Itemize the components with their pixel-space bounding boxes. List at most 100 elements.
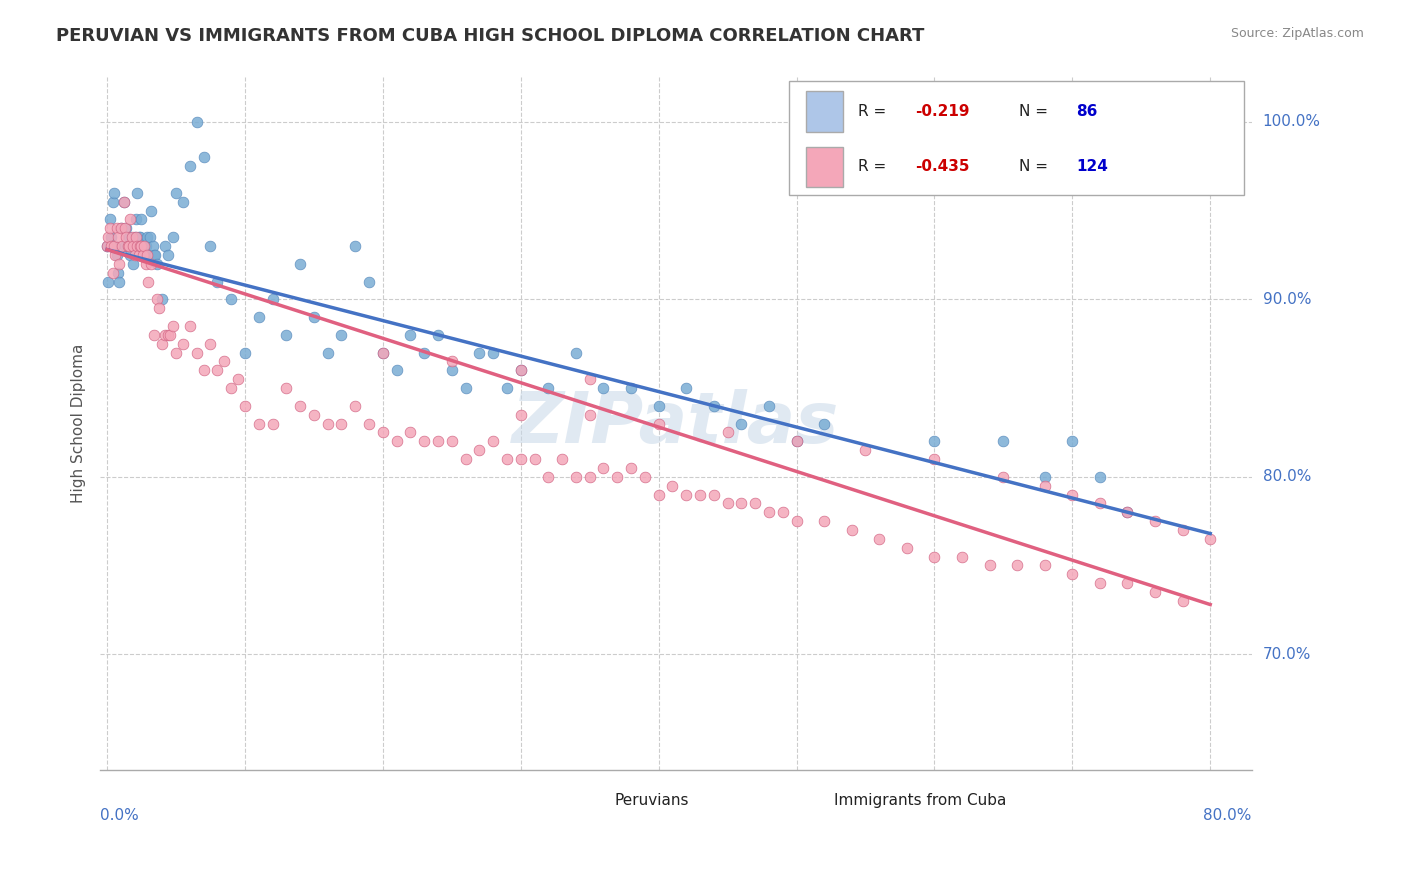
Point (153, 327, 176, 342)
Point (385, 434, 408, 449)
Point (1062, 487, 1084, 501)
Point (316, 345, 339, 359)
Point (427, 327, 450, 342)
Point (703, 399, 725, 413)
Point (1033, 558, 1056, 573)
Point (716, 425, 738, 440)
Text: R =: R = (858, 160, 891, 174)
Point (156, 327, 179, 342)
Point (105, 248, 128, 262)
Point (115, 230, 138, 244)
Point (427, 434, 450, 449)
Point (162, 230, 184, 244)
Point (141, 203, 163, 218)
Point (454, 381, 477, 395)
Point (357, 417, 380, 431)
FancyBboxPatch shape (789, 81, 1243, 195)
Point (950, 549, 973, 564)
Point (172, 336, 194, 351)
Point (647, 417, 669, 431)
Point (509, 452, 531, 467)
Point (262, 417, 284, 431)
Point (1033, 478, 1056, 492)
Point (186, 345, 208, 359)
Point (661, 478, 683, 492)
Point (1116, 505, 1139, 519)
Point (121, 230, 143, 244)
Point (1116, 505, 1139, 519)
Point (148, 301, 170, 315)
Point (440, 363, 463, 377)
Point (143, 248, 166, 262)
FancyBboxPatch shape (794, 783, 824, 817)
Point (127, 239, 149, 253)
Point (122, 257, 145, 271)
Point (105, 221, 128, 235)
Point (371, 345, 394, 359)
Point (114, 239, 136, 253)
Point (132, 248, 155, 262)
Point (1088, 496, 1111, 510)
Point (200, 239, 222, 253)
Point (247, 310, 270, 324)
Point (868, 532, 890, 546)
Point (145, 257, 167, 271)
Point (101, 194, 124, 209)
Point (142, 327, 165, 342)
Text: -0.435: -0.435 (915, 160, 970, 174)
Point (129, 230, 152, 244)
Point (127, 186, 149, 200)
Point (111, 239, 134, 253)
Text: Source: ZipAtlas.com: Source: ZipAtlas.com (1230, 27, 1364, 40)
Point (136, 248, 159, 262)
Point (112, 194, 135, 209)
Point (537, 381, 560, 395)
Point (121, 239, 143, 253)
Point (233, 345, 256, 359)
Point (193, 150, 215, 164)
Point (537, 469, 560, 483)
Point (262, 293, 284, 307)
Point (276, 327, 298, 342)
Point (219, 381, 242, 395)
Point (578, 408, 600, 422)
Point (247, 417, 270, 431)
Point (112, 194, 135, 209)
Point (124, 248, 146, 262)
Point (134, 248, 156, 262)
Point (108, 257, 131, 271)
Point (96, 239, 118, 253)
Point (523, 452, 546, 467)
Point (219, 293, 242, 307)
Point (1033, 469, 1056, 483)
Point (634, 469, 657, 483)
Point (100, 230, 122, 244)
Point (647, 399, 669, 413)
Point (138, 275, 160, 289)
Point (141, 257, 163, 271)
Point (138, 248, 160, 262)
Point (142, 248, 165, 262)
Point (482, 345, 505, 359)
Point (150, 293, 173, 307)
Point (565, 345, 588, 359)
Point (1088, 576, 1111, 591)
Point (413, 345, 436, 359)
Point (110, 221, 132, 235)
Point (385, 363, 408, 377)
Point (675, 381, 697, 395)
Point (125, 212, 148, 227)
Point (1171, 594, 1194, 608)
Point (136, 230, 159, 244)
Point (150, 336, 173, 351)
Point (924, 549, 946, 564)
Point (413, 434, 436, 449)
Point (344, 399, 367, 413)
FancyBboxPatch shape (575, 783, 606, 817)
Point (117, 239, 139, 253)
Point (179, 159, 201, 173)
Point (288, 257, 311, 271)
Point (1199, 532, 1222, 546)
Point (592, 461, 614, 475)
Point (703, 487, 725, 501)
